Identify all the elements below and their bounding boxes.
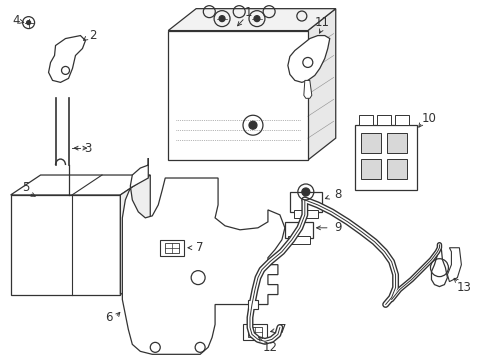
Circle shape	[253, 15, 260, 22]
Bar	[394, 115, 407, 125]
Bar	[160, 240, 184, 256]
Text: 4: 4	[12, 14, 20, 27]
Bar	[247, 328, 262, 337]
Bar	[386, 133, 406, 153]
Text: 13: 13	[456, 281, 471, 294]
Polygon shape	[430, 245, 447, 287]
Bar	[247, 300, 258, 310]
Polygon shape	[447, 248, 461, 282]
Bar	[376, 115, 390, 125]
Text: 10: 10	[421, 112, 436, 125]
Bar	[287, 236, 309, 244]
Bar	[243, 324, 266, 340]
Bar	[168, 31, 307, 160]
Text: 2: 2	[88, 29, 96, 42]
Polygon shape	[307, 9, 335, 160]
Text: 9: 9	[333, 221, 341, 234]
Bar	[360, 159, 380, 179]
Bar	[285, 222, 312, 238]
Polygon shape	[287, 36, 329, 82]
Text: 7: 7	[279, 323, 286, 336]
Bar	[386, 159, 406, 179]
Bar	[11, 195, 120, 294]
Polygon shape	[168, 9, 335, 31]
Circle shape	[248, 121, 256, 129]
Text: 1: 1	[244, 6, 251, 19]
Text: 11: 11	[314, 16, 328, 29]
Circle shape	[26, 21, 31, 24]
Text: 6: 6	[104, 311, 112, 324]
Text: 7: 7	[196, 241, 203, 254]
Circle shape	[301, 188, 309, 196]
Text: 8: 8	[333, 188, 341, 202]
Circle shape	[219, 15, 224, 22]
Bar	[293, 210, 317, 218]
Bar	[354, 125, 416, 190]
Text: 5: 5	[22, 181, 29, 194]
Text: 12: 12	[262, 341, 277, 354]
Bar	[289, 192, 321, 212]
Bar	[360, 133, 380, 153]
Polygon shape	[303, 80, 311, 98]
Polygon shape	[11, 175, 150, 195]
Polygon shape	[120, 175, 150, 294]
Bar	[165, 243, 179, 253]
Text: 3: 3	[83, 141, 91, 155]
Polygon shape	[48, 36, 85, 82]
Bar	[358, 115, 372, 125]
Polygon shape	[122, 158, 285, 354]
